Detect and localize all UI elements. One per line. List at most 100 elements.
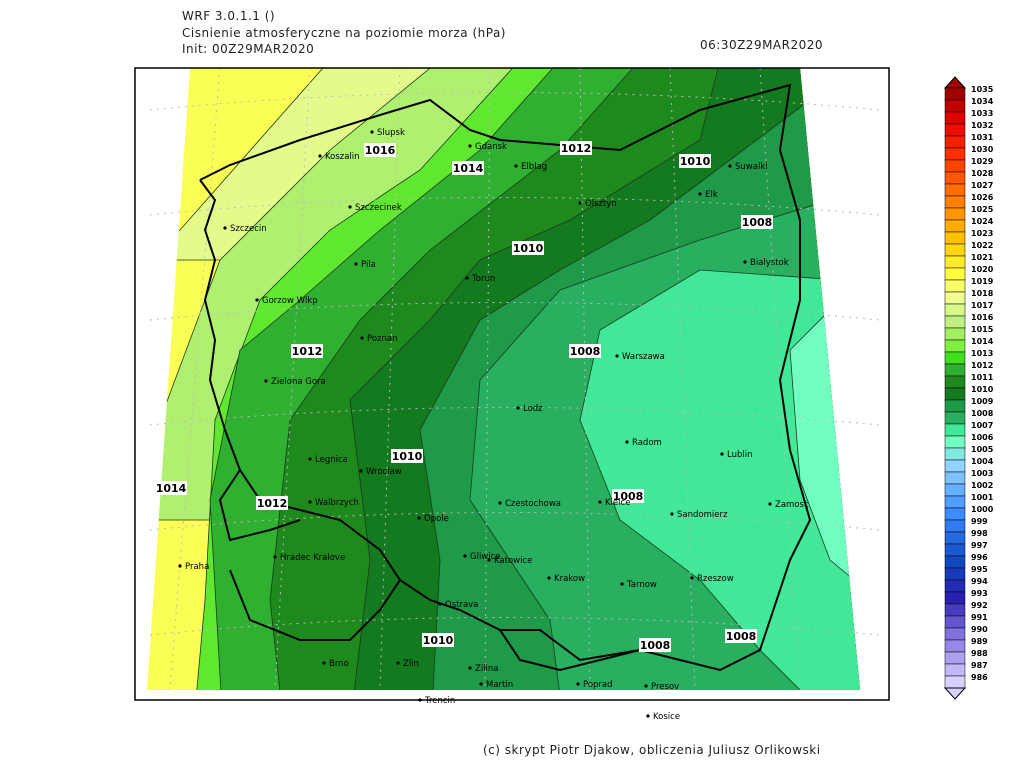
colorbar-label: 1003 bbox=[971, 469, 993, 478]
colorbar-swatch bbox=[944, 651, 966, 665]
meridian bbox=[484, 67, 491, 691]
isobar-label-bg bbox=[560, 141, 592, 155]
city-name: Kosice bbox=[653, 712, 680, 722]
colorbar-swatch bbox=[944, 435, 966, 449]
isobar-label: 1014 bbox=[156, 482, 187, 495]
colorbar-label: 1008 bbox=[971, 409, 994, 418]
colorbar-label: 1031 bbox=[971, 133, 994, 142]
city-dot bbox=[370, 130, 374, 134]
city-dot bbox=[178, 564, 182, 568]
city-name: Gorzow Wlkp bbox=[262, 296, 318, 306]
colorbar-swatch bbox=[944, 387, 966, 401]
pressure-field bbox=[147, 68, 860, 690]
city-dot bbox=[273, 555, 277, 559]
city-name: Elk bbox=[705, 190, 718, 200]
colorbar-label: 1002 bbox=[971, 481, 993, 490]
colorbar-label: 1030 bbox=[971, 145, 994, 154]
isobar-label: 1012 bbox=[257, 497, 288, 510]
colorbar-swatch bbox=[944, 171, 966, 185]
colorbar-swatch bbox=[944, 615, 966, 629]
colorbar-label: 999 bbox=[971, 517, 988, 526]
init-time: Init: 00Z29MAR2020 bbox=[182, 42, 314, 56]
city-labels: Slupsk Koszalin Gdansk Elblag Olsztyn Suwalki… bbox=[178, 128, 809, 722]
colorbar-label: 1004 bbox=[971, 457, 994, 466]
city-name: Krakow bbox=[554, 574, 585, 584]
city-name: Hradec Kralove bbox=[280, 553, 345, 563]
city-name: Sandomierz bbox=[677, 510, 728, 520]
city-dot bbox=[670, 512, 674, 516]
colorbar-label: 997 bbox=[971, 541, 988, 550]
valid-time: 06:30Z29MAR2020 bbox=[700, 38, 823, 52]
band bbox=[579, 269, 860, 690]
isobar-label: 1010 bbox=[680, 155, 711, 168]
city-dot bbox=[359, 469, 363, 473]
isobar-label-bg bbox=[612, 489, 644, 503]
isobar-label: 1010 bbox=[513, 242, 544, 255]
colorbar-swatch bbox=[944, 99, 966, 113]
city-name: Zilina bbox=[475, 664, 499, 674]
isobar-label-bg bbox=[291, 344, 323, 358]
colorbar-label: 995 bbox=[971, 565, 988, 574]
colorbar-swatch bbox=[944, 579, 966, 593]
isobar-labels: 1016 1014 1012 1010 1008 1010 1012 1008 1010 1014… bbox=[155, 141, 773, 652]
colorbar-label: 1032 bbox=[971, 121, 993, 130]
colorbar-swatch bbox=[944, 603, 966, 617]
city-name: Tarnow bbox=[626, 580, 657, 590]
colorbar-label: 1035 bbox=[971, 85, 994, 94]
parallel bbox=[149, 92, 881, 111]
isobar-label-bg bbox=[452, 161, 484, 175]
colorbar-swatch bbox=[944, 327, 966, 341]
colorbar-swatch bbox=[944, 231, 966, 245]
city-name: Lublin bbox=[727, 450, 752, 460]
city-name: Warszawa bbox=[622, 352, 665, 362]
colorbar-swatch bbox=[944, 279, 966, 293]
colorbar-label: 1015 bbox=[971, 325, 994, 334]
colorbar-swatch bbox=[944, 123, 966, 137]
city-name: Opole bbox=[424, 514, 449, 524]
colorbar-label: 1017 bbox=[971, 301, 993, 310]
colorbar-label: 1006 bbox=[971, 433, 994, 442]
city-dot bbox=[498, 501, 502, 505]
city-name: Zamosc bbox=[775, 500, 809, 510]
city-name: Rzeszow bbox=[697, 574, 734, 584]
city-dot bbox=[768, 502, 772, 506]
city-dot bbox=[418, 698, 422, 702]
colorbar-swatch bbox=[944, 423, 966, 437]
colorbar: 1035 1034 1033 1032 1031 1030 1029 1028 1027 1026… bbox=[943, 76, 994, 700]
meridian bbox=[579, 67, 591, 691]
map-frame bbox=[134, 67, 890, 701]
city-dot bbox=[728, 164, 732, 168]
city-name: Legnica bbox=[315, 455, 348, 465]
colorbar-label: 1013 bbox=[971, 349, 993, 358]
colorbar-swatch bbox=[944, 159, 966, 173]
colorbar-label: 1010 bbox=[971, 385, 994, 394]
colorbar-swatch bbox=[944, 567, 966, 581]
isobar-label-bg bbox=[364, 143, 396, 157]
colorbar-swatch bbox=[944, 303, 966, 317]
isobar-label: 1008 bbox=[726, 630, 757, 643]
city-name: Poznan bbox=[367, 334, 397, 344]
isobar-label: 1008 bbox=[570, 345, 601, 358]
isobar-label-bg bbox=[512, 241, 544, 255]
city-dot bbox=[354, 262, 358, 266]
city-dot bbox=[438, 602, 442, 606]
city-dot bbox=[547, 576, 551, 580]
city-dot bbox=[264, 379, 268, 383]
colorbar-label: 1028 bbox=[971, 169, 994, 178]
colorbar-label: 1025 bbox=[971, 205, 994, 214]
city-name: Zlin bbox=[403, 659, 419, 669]
colorbar-swatch bbox=[944, 219, 966, 233]
isobar-label-bg bbox=[391, 449, 423, 463]
city-name: Trencin bbox=[424, 696, 455, 706]
city-dot bbox=[348, 205, 352, 209]
city-name: Brno bbox=[329, 659, 349, 669]
city-dot bbox=[487, 558, 491, 562]
colorbar-swatch bbox=[944, 315, 966, 329]
isobar-label: 1010 bbox=[392, 450, 423, 463]
colorbar-label: 986 bbox=[971, 673, 988, 682]
colorbar-label: 1029 bbox=[971, 157, 994, 166]
isobar-label: 1008 bbox=[613, 490, 644, 503]
city-dot bbox=[308, 500, 312, 504]
city-name: Torun bbox=[471, 274, 495, 284]
